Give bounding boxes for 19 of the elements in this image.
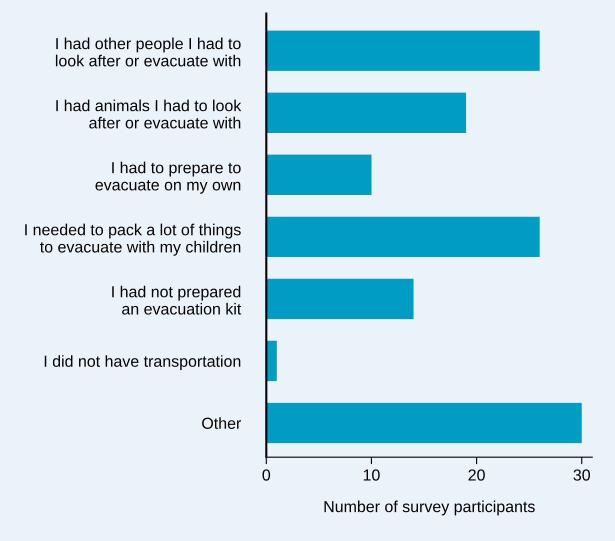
x-tick-label: 10 xyxy=(364,469,380,481)
bar xyxy=(266,92,466,133)
bar xyxy=(266,402,582,444)
bar xyxy=(266,216,540,258)
bar xyxy=(266,340,277,382)
y-tick-label: I had not prepared an evacuation kit xyxy=(112,286,242,315)
x-tick-label: 20 xyxy=(468,469,485,481)
y-tick-label: I had animals I had to look after or evacuate with xyxy=(56,100,242,128)
x-tick-label: 0 xyxy=(262,469,270,481)
bar xyxy=(266,30,540,71)
y-tick-label: Other xyxy=(202,417,242,429)
bar xyxy=(266,154,372,196)
x-tick-label: 30 xyxy=(573,469,590,481)
y-tick-label: I had to prepare to evacuate on my own xyxy=(95,162,241,194)
bar xyxy=(266,278,414,320)
y-tick-label: I needed to pack a lot of things to evacuate with my children xyxy=(25,224,241,256)
y-tick-label: I had other people I had to look after or evacuate with xyxy=(56,38,241,66)
x-axis-title: Number of survey participants xyxy=(324,500,535,516)
y-tick-label: I did not have transportation xyxy=(44,355,240,370)
